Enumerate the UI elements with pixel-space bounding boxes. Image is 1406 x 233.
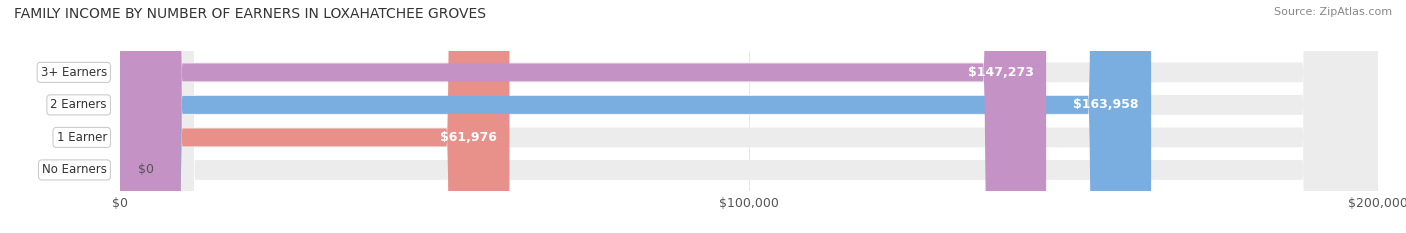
FancyBboxPatch shape xyxy=(120,0,1152,233)
Text: $61,976: $61,976 xyxy=(440,131,496,144)
Text: 2 Earners: 2 Earners xyxy=(51,98,107,111)
Text: 1 Earner: 1 Earner xyxy=(56,131,107,144)
Text: $163,958: $163,958 xyxy=(1073,98,1139,111)
Text: FAMILY INCOME BY NUMBER OF EARNERS IN LOXAHATCHEE GROVES: FAMILY INCOME BY NUMBER OF EARNERS IN LO… xyxy=(14,7,486,21)
FancyBboxPatch shape xyxy=(120,0,509,233)
Text: 3+ Earners: 3+ Earners xyxy=(41,66,107,79)
FancyBboxPatch shape xyxy=(120,0,1378,233)
FancyBboxPatch shape xyxy=(120,0,1378,233)
Text: Source: ZipAtlas.com: Source: ZipAtlas.com xyxy=(1274,7,1392,17)
Text: $147,273: $147,273 xyxy=(967,66,1033,79)
Text: No Earners: No Earners xyxy=(42,163,107,176)
Text: $0: $0 xyxy=(138,163,155,176)
FancyBboxPatch shape xyxy=(120,0,1378,233)
FancyBboxPatch shape xyxy=(120,0,1378,233)
FancyBboxPatch shape xyxy=(120,0,1046,233)
